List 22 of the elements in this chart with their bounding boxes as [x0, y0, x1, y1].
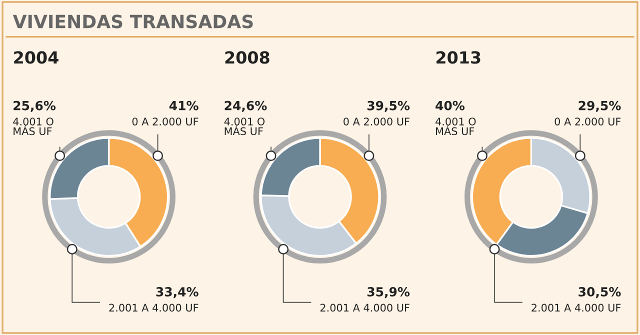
slice-label: 2.001 A 4.000 UF	[109, 304, 198, 312]
slice-label: 0 A 2.000 UF	[344, 118, 410, 126]
data-label: 35,9%	[367, 287, 410, 298]
slice-label: 4.001 O MÁS UF	[224, 118, 265, 136]
data-label: 24,6%	[224, 100, 267, 112]
slice-label: 0 A 2.000 UF	[132, 118, 198, 126]
data-label: 29,5%	[578, 100, 621, 112]
chart-title: 2013	[436, 51, 480, 64]
data-label: 33,4%	[156, 287, 198, 298]
slice-label: 2.001 A 4.000 UF	[320, 304, 410, 312]
data-label: 25,6%	[14, 100, 56, 112]
text: VIVIENDAS TRANSADAS	[12, 14, 253, 28]
slice-label: 0 A 2.000 UF	[554, 118, 621, 126]
chart-title: 2008	[225, 51, 270, 64]
slice-label: 4.001 O MÁS UF	[436, 118, 476, 136]
slice-label: 4.001 O MÁS UF	[13, 118, 54, 136]
chart-title: 2004	[14, 51, 58, 64]
data-label: 30,5%	[578, 287, 621, 298]
data-label: 40%	[436, 100, 465, 110]
data-label: 41%	[169, 100, 198, 110]
data-label: 39,5%	[367, 100, 410, 112]
slice-label: 2.001 A 4.000 UF	[532, 304, 621, 312]
